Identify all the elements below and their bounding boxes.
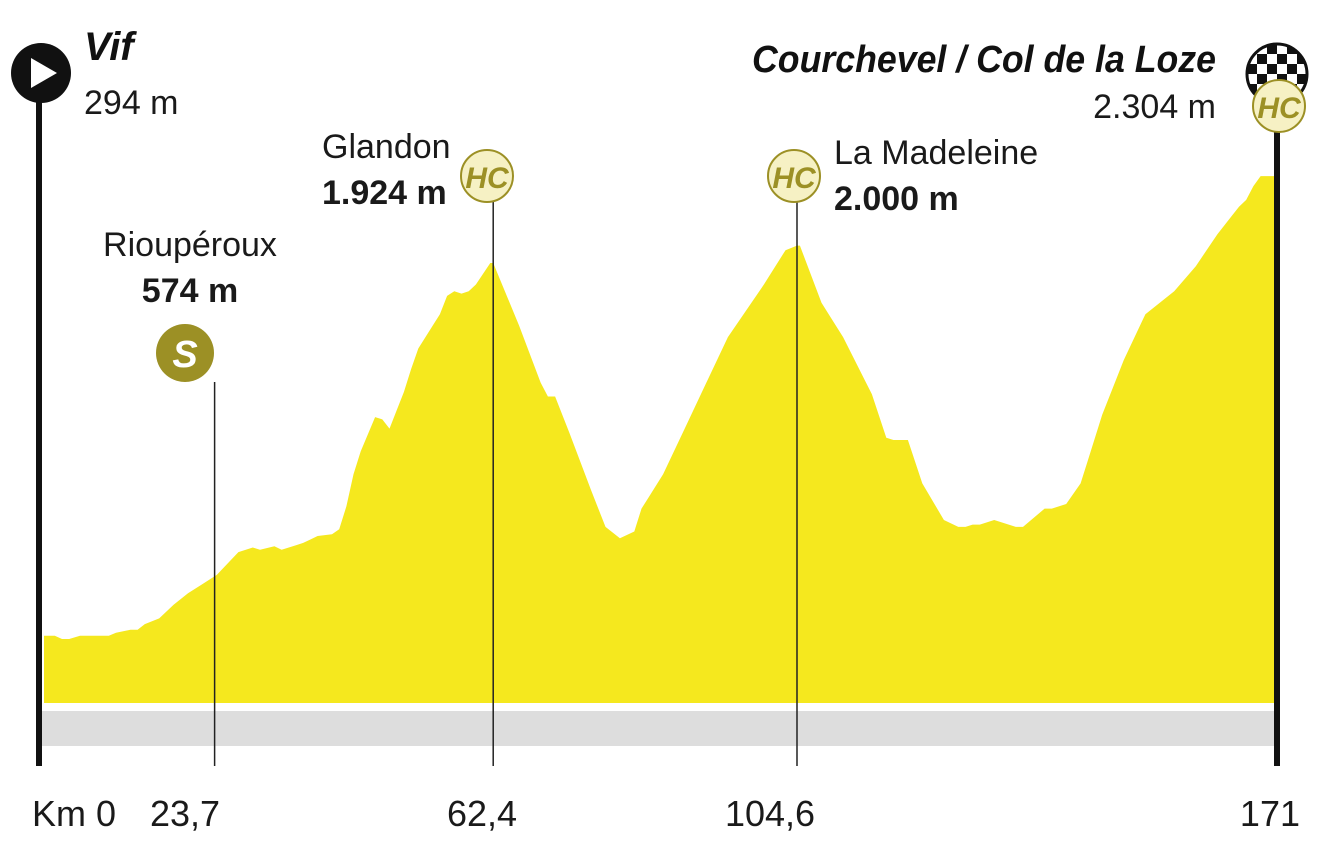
badge-hc-finish-label: HC [1257, 92, 1302, 125]
checker-square [1257, 64, 1267, 74]
climb-name-madeleine: La Madeleine [834, 134, 1038, 172]
badge-s-rioupéroux: S [156, 324, 214, 382]
climb-altitude-glandon: 1.924 m [322, 174, 447, 212]
elevation-profile-area [44, 176, 1275, 704]
checker-square [1277, 74, 1287, 84]
checker-square [1277, 64, 1287, 74]
climb-name-glandon: Glandon [322, 128, 451, 166]
badge-hc-madeleine: HC [767, 149, 821, 203]
checker-square [1267, 44, 1277, 54]
badge-hc-finish: HC [1252, 79, 1306, 133]
checker-square [1267, 54, 1277, 64]
km-label-rioupéroux: 23,7 [150, 793, 220, 834]
climb-altitude-madeleine: 2.000 m [834, 180, 959, 218]
checker-square [1297, 64, 1307, 74]
checker-square [1277, 54, 1287, 64]
checker-square [1257, 54, 1267, 64]
road-band [40, 711, 1277, 746]
start-altitude: 294 m [84, 84, 179, 122]
km-label-start: Km 0 [32, 793, 116, 834]
checker-square [1267, 64, 1277, 74]
climb-name-rioupéroux: Rioupéroux [103, 226, 277, 264]
km-label-finish: 171 [1240, 793, 1300, 834]
badge-hc-madeleine-label: HC [772, 162, 817, 195]
checker-square [1247, 64, 1257, 74]
start-play-icon [11, 43, 71, 103]
checker-square [1287, 74, 1297, 84]
checker-square [1287, 54, 1297, 64]
checker-square [1297, 74, 1307, 84]
checker-square [1277, 44, 1287, 54]
km-label-glandon: 62,4 [447, 793, 517, 834]
climb-marker-lines [213, 202, 798, 766]
finish-altitude: 2.304 m [1093, 88, 1216, 126]
finish-name: Courchevel / Col de la Loze [752, 39, 1216, 81]
badge-s-label: S [172, 334, 197, 376]
checker-square [1257, 74, 1267, 84]
badge-hc-glandon-label: HC [465, 162, 510, 195]
start-name: Vif [84, 25, 137, 69]
checker-square [1287, 64, 1297, 74]
climb-altitude-rioupéroux: 574 m [142, 272, 238, 310]
km-label-madeleine: 104,6 [725, 793, 815, 834]
checker-square [1267, 74, 1277, 84]
checker-square [1247, 74, 1257, 84]
badge-hc-glandon: HC [460, 149, 514, 203]
